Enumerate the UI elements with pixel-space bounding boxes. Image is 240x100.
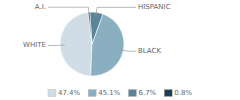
leader-line xyxy=(48,45,65,46)
legend-item: 0.8% xyxy=(164,89,192,97)
slice xyxy=(88,12,92,44)
chart: WHITE BLACK HISPANIC A.I. 47.4% 45.1% 6.7% 0.8% xyxy=(0,0,240,100)
slice xyxy=(60,12,92,76)
legend-swatch xyxy=(128,90,136,97)
leader-line xyxy=(96,7,136,17)
legend-swatch xyxy=(88,90,96,97)
legend-swatch xyxy=(48,90,56,97)
leader-line xyxy=(48,7,89,17)
legend-item: 45.1% xyxy=(88,89,121,97)
legend-label: 45.1% xyxy=(98,89,121,97)
slice-label: BLACK xyxy=(138,47,161,55)
legend-item: 6.7% xyxy=(128,89,156,97)
slice-label: A.I. xyxy=(35,3,46,11)
legend-label: 6.7% xyxy=(138,89,156,97)
leader-line xyxy=(119,49,136,51)
legend-swatch xyxy=(164,90,172,97)
legend-label: 0.8% xyxy=(174,89,192,97)
legend-item: 47.4% xyxy=(48,89,81,97)
slice-labels: WHITE BLACK HISPANIC A.I. xyxy=(23,3,171,55)
slice-label: HISPANIC xyxy=(138,3,171,11)
pie xyxy=(60,12,124,76)
legend-label: 47.4% xyxy=(58,89,81,97)
legend: 47.4% 45.1% 6.7% 0.8% xyxy=(48,89,192,97)
slice-label: WHITE xyxy=(23,41,46,49)
